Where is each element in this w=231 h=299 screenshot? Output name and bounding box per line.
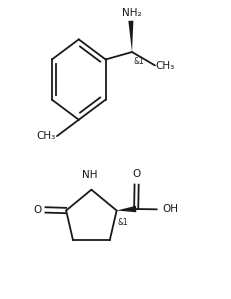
Text: O: O <box>133 169 141 179</box>
Text: OH: OH <box>163 204 179 214</box>
Text: CH₃: CH₃ <box>37 131 56 141</box>
Text: &1: &1 <box>134 57 145 66</box>
Polygon shape <box>117 206 136 212</box>
Text: O: O <box>33 205 41 215</box>
Text: NH: NH <box>82 170 98 180</box>
Text: CH₃: CH₃ <box>156 61 175 71</box>
Polygon shape <box>128 21 133 52</box>
Text: NH₂: NH₂ <box>122 8 141 18</box>
Text: &1: &1 <box>118 218 128 227</box>
